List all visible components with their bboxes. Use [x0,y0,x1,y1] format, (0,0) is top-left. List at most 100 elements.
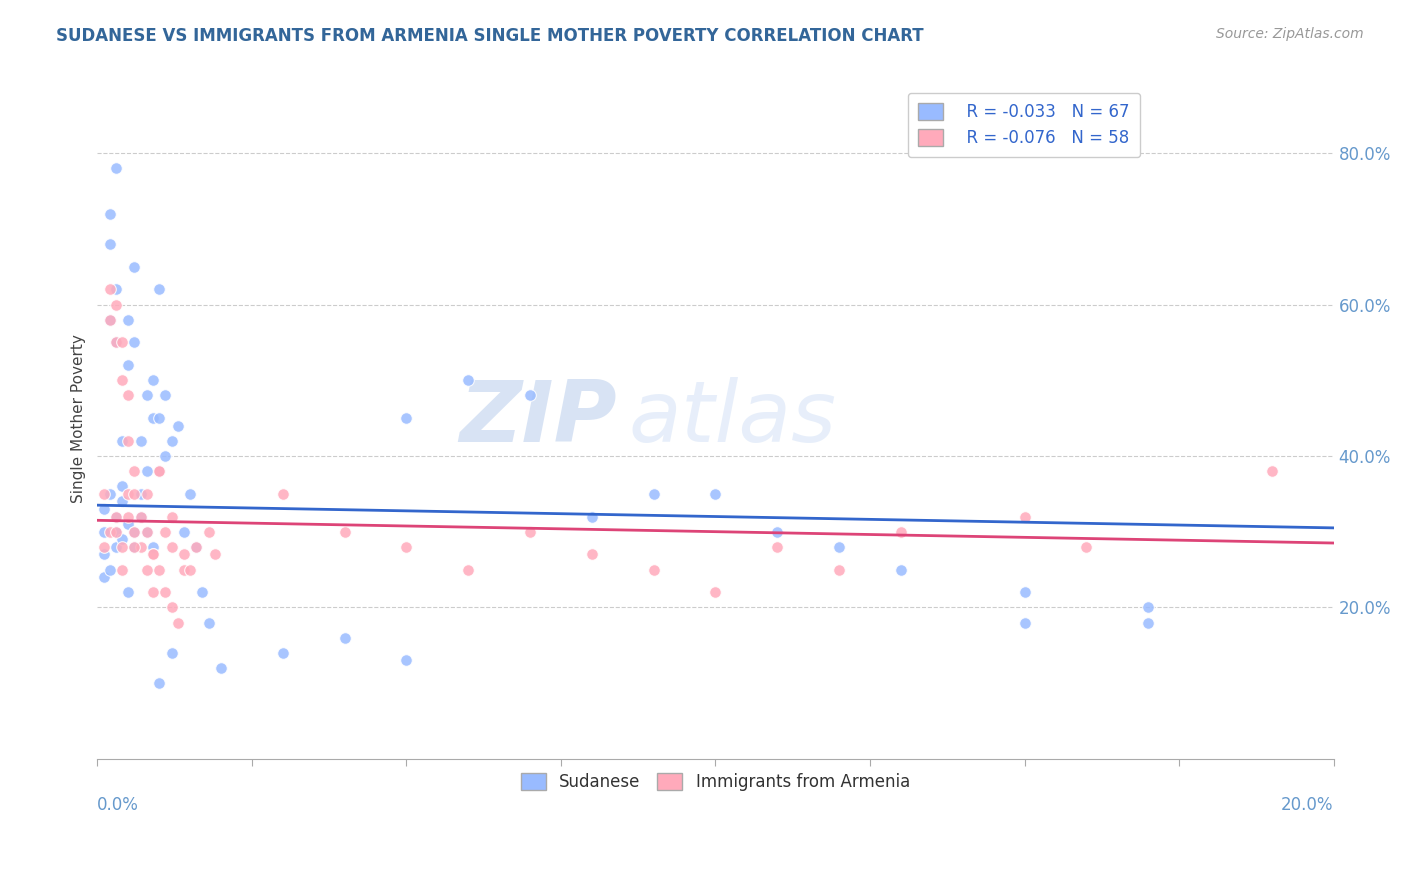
Point [135,524,157,539]
Point [457,373,479,387]
Point [104,540,127,554]
Point [142,373,165,387]
Point [117,388,139,402]
Point [1261,464,1284,478]
Point [93,524,115,539]
Point [160,434,183,448]
Text: Source: ZipAtlas.com: Source: ZipAtlas.com [1216,27,1364,41]
Point [148,562,170,576]
Point [704,585,727,599]
Point [117,487,139,501]
Point [98,312,121,326]
Point [1014,509,1036,524]
Point [104,161,127,176]
Point [111,540,134,554]
Point [1014,585,1036,599]
Point [124,260,146,274]
Point [581,548,603,562]
Point [135,562,157,576]
Text: 20.0%: 20.0% [1281,797,1334,814]
Point [104,282,127,296]
Point [186,540,208,554]
Point [828,562,851,576]
Point [333,524,356,539]
Point [98,562,121,576]
Point [148,464,170,478]
Point [643,487,665,501]
Point [93,570,115,584]
Point [98,207,121,221]
Point [111,494,134,508]
Point [93,548,115,562]
Point [173,524,195,539]
Point [395,540,418,554]
Point [179,487,201,501]
Point [155,585,177,599]
Point [766,540,789,554]
Point [704,487,727,501]
Point [160,600,183,615]
Point [117,358,139,372]
Point [98,312,121,326]
Point [890,524,912,539]
Point [111,434,134,448]
Point [1137,615,1160,630]
Point [173,548,195,562]
Point [124,487,146,501]
Point [204,548,226,562]
Point [135,464,157,478]
Point [148,676,170,690]
Point [1137,600,1160,615]
Text: atlas: atlas [628,376,837,459]
Point [98,524,121,539]
Point [142,548,165,562]
Point [197,615,219,630]
Point [197,524,219,539]
Point [395,411,418,425]
Point [111,533,134,547]
Point [135,388,157,402]
Point [93,540,115,554]
Point [124,464,146,478]
Point [93,502,115,516]
Point [271,487,294,501]
Point [117,434,139,448]
Point [111,562,134,576]
Point [209,661,232,675]
Point [395,653,418,667]
Point [166,418,188,433]
Point [142,548,165,562]
Point [160,540,183,554]
Point [155,524,177,539]
Point [142,411,165,425]
Legend: Sudanese, Immigrants from Armenia: Sudanese, Immigrants from Armenia [515,766,917,798]
Point [148,464,170,478]
Point [129,540,152,554]
Point [98,237,121,252]
Point [117,509,139,524]
Point [160,646,183,660]
Point [890,562,912,576]
Text: SUDANESE VS IMMIGRANTS FROM ARMENIA SINGLE MOTHER POVERTY CORRELATION CHART: SUDANESE VS IMMIGRANTS FROM ARMENIA SING… [56,27,924,45]
Point [160,509,183,524]
Point [104,297,127,311]
Point [129,434,152,448]
Point [142,540,165,554]
Y-axis label: Single Mother Poverty: Single Mother Poverty [72,334,86,502]
Point [1076,540,1098,554]
Point [111,373,134,387]
Point [333,631,356,645]
Point [457,562,479,576]
Point [135,524,157,539]
Point [117,517,139,532]
Point [129,509,152,524]
Point [135,487,157,501]
Point [129,487,152,501]
Point [271,646,294,660]
Point [104,509,127,524]
Point [93,487,115,501]
Point [111,479,134,493]
Point [142,585,165,599]
Point [98,282,121,296]
Point [117,585,139,599]
